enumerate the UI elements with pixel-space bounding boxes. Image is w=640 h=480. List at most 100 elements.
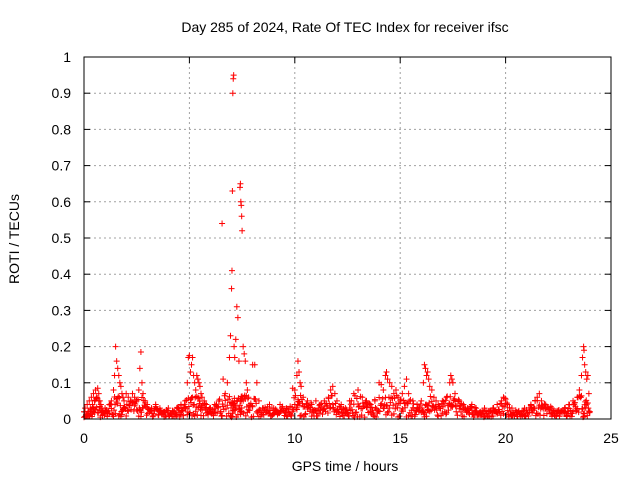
data-point	[515, 408, 522, 415]
data-point	[93, 394, 100, 401]
data-point	[156, 405, 163, 412]
data-point	[215, 404, 222, 411]
data-point	[229, 90, 236, 97]
data-point	[338, 409, 345, 416]
data-point	[293, 372, 300, 379]
data-point	[442, 411, 449, 418]
data-point	[110, 387, 117, 394]
data-point	[379, 395, 386, 402]
data-point	[504, 401, 511, 408]
y-tick-label: 0.6	[52, 194, 72, 210]
data-point	[366, 400, 373, 407]
data-point	[392, 401, 399, 408]
data-point	[423, 372, 430, 379]
data-point	[540, 412, 547, 419]
data-point	[113, 358, 120, 365]
data-point	[219, 412, 226, 419]
data-point	[230, 72, 237, 79]
data-point	[321, 405, 328, 412]
x-tick-label: 25	[603, 430, 619, 446]
data-point	[399, 390, 406, 397]
data-point	[571, 401, 578, 408]
data-point	[249, 403, 256, 410]
data-point	[178, 408, 185, 415]
data-point	[138, 394, 145, 401]
data-point	[228, 267, 235, 274]
data-point	[434, 412, 441, 419]
data-point	[295, 398, 302, 405]
data-point	[314, 412, 321, 419]
y-tick-label: 0.3	[52, 302, 72, 318]
y-tick-label: 0	[63, 411, 71, 427]
data-point	[243, 379, 250, 386]
data-point	[385, 408, 392, 415]
data-point	[386, 379, 393, 386]
data-point	[174, 404, 181, 411]
data-point	[287, 411, 294, 418]
data-point	[117, 383, 124, 390]
data-point	[229, 187, 236, 194]
data-point	[165, 405, 172, 412]
data-point	[433, 397, 440, 404]
data-point	[512, 410, 519, 417]
data-point	[426, 383, 433, 390]
data-point	[548, 405, 555, 412]
data-point	[409, 397, 416, 404]
y-tick-label: 0.8	[52, 121, 72, 137]
data-point	[189, 354, 196, 361]
data-point	[242, 358, 249, 365]
data-point	[229, 410, 236, 417]
data-point	[199, 394, 206, 401]
data-point	[586, 408, 593, 415]
data-point	[426, 408, 433, 415]
data-point	[460, 401, 467, 408]
data-point	[527, 401, 534, 408]
data-point	[138, 409, 145, 416]
data-point	[203, 401, 210, 408]
data-point	[193, 372, 200, 379]
data-point	[555, 408, 562, 415]
data-point	[576, 387, 583, 394]
data-point	[387, 399, 394, 406]
data-point	[219, 220, 226, 227]
data-point	[363, 397, 370, 404]
data-point	[233, 303, 240, 310]
data-point	[200, 412, 207, 419]
data-point	[186, 409, 193, 416]
data-point	[118, 411, 125, 418]
data-point	[430, 394, 437, 401]
y-tick-label: 1	[63, 49, 71, 65]
data-point	[84, 401, 91, 408]
data-point	[570, 397, 577, 404]
data-point	[326, 405, 333, 412]
data-point	[294, 358, 301, 365]
data-point	[244, 395, 251, 402]
data-point	[534, 394, 541, 401]
data-point	[135, 396, 142, 403]
data-point	[414, 401, 421, 408]
data-point	[104, 408, 111, 415]
data-point	[283, 405, 290, 412]
data-point	[253, 400, 260, 407]
data-point	[536, 390, 543, 397]
data-point	[395, 394, 402, 401]
data-point	[85, 408, 92, 415]
data-point	[511, 412, 518, 419]
data-point	[358, 412, 365, 419]
data-point	[238, 213, 245, 220]
data-point	[119, 394, 126, 401]
data-point	[346, 397, 353, 404]
data-point	[86, 397, 93, 404]
data-point	[150, 410, 157, 417]
data-point	[107, 400, 114, 407]
data-point	[292, 392, 299, 399]
data-point	[583, 376, 590, 383]
data-point	[249, 402, 256, 409]
x-axis-label: GPS time / hours	[292, 458, 399, 474]
data-point	[161, 408, 168, 415]
data-point	[291, 387, 298, 394]
data-point	[427, 393, 434, 400]
data-point	[332, 400, 339, 407]
data-point	[403, 376, 410, 383]
data-point	[390, 410, 397, 417]
